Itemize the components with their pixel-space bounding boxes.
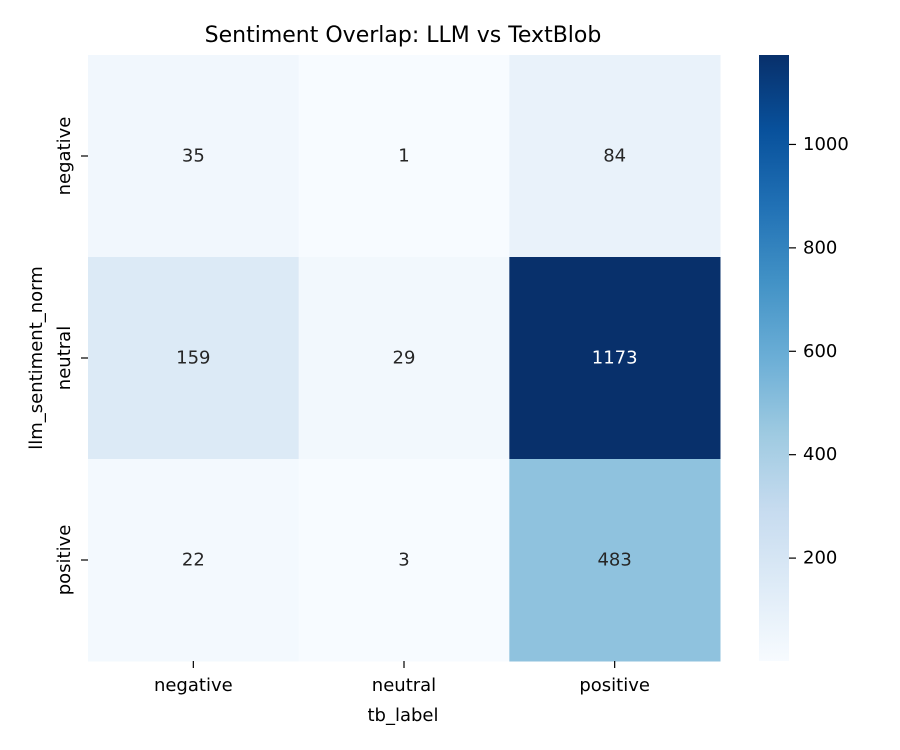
x-axis: negative neutral positive	[154, 661, 650, 696]
cell-value-label: 483	[597, 550, 631, 571]
x-tick-label: neutral	[372, 675, 436, 696]
heatmap-cell	[88, 55, 300, 258]
cell-value-label: 29	[393, 348, 416, 369]
colorbar-tick-label: 1000	[803, 134, 849, 155]
heatmap-cell	[88, 257, 300, 460]
colorbar: 200 400 600 800 1000	[759, 55, 849, 661]
colorbar-tick-label: 800	[803, 237, 837, 258]
cell-value-label: 1	[398, 146, 409, 167]
cell-value-label: 22	[182, 550, 205, 571]
heatmap-cell	[509, 257, 721, 460]
heatmap-cells	[88, 55, 721, 662]
heatmap-cell	[298, 459, 510, 662]
heatmap-cell	[298, 257, 510, 460]
heatmap-cell	[509, 55, 721, 258]
colorbar-tick-label: 200	[803, 548, 837, 569]
y-tick-label: negative	[54, 117, 75, 196]
y-tick-label: neutral	[54, 326, 75, 390]
colorbar-ticks: 200 400 600 800 1000	[789, 134, 849, 569]
cell-value-label: 159	[176, 348, 210, 369]
x-axis-label: tb_label	[367, 705, 438, 726]
chart-title: Sentiment Overlap: LLM vs TextBlob	[205, 23, 602, 48]
heatmap-cell	[88, 459, 300, 662]
colorbar-gradient	[759, 55, 789, 661]
cell-value-label: 1173	[592, 348, 638, 369]
heatmap-cell-labels: 35 1 84 159 29 1173 22 3 483	[176, 146, 637, 571]
x-tick-label: positive	[579, 675, 650, 696]
x-tick-label: negative	[154, 675, 233, 696]
cell-value-label: 3	[398, 550, 409, 571]
y-axis: negative neutral positive	[54, 117, 88, 596]
heatmap-cell	[298, 55, 510, 258]
colorbar-tick-label: 600	[803, 341, 837, 362]
heatmap-cell	[509, 459, 721, 662]
cell-value-label: 84	[603, 146, 626, 167]
y-axis-label: llm_sentiment_norm	[26, 266, 47, 450]
y-tick-label: positive	[54, 525, 75, 596]
cell-value-label: 35	[182, 146, 205, 167]
colorbar-tick-label: 400	[803, 444, 837, 465]
